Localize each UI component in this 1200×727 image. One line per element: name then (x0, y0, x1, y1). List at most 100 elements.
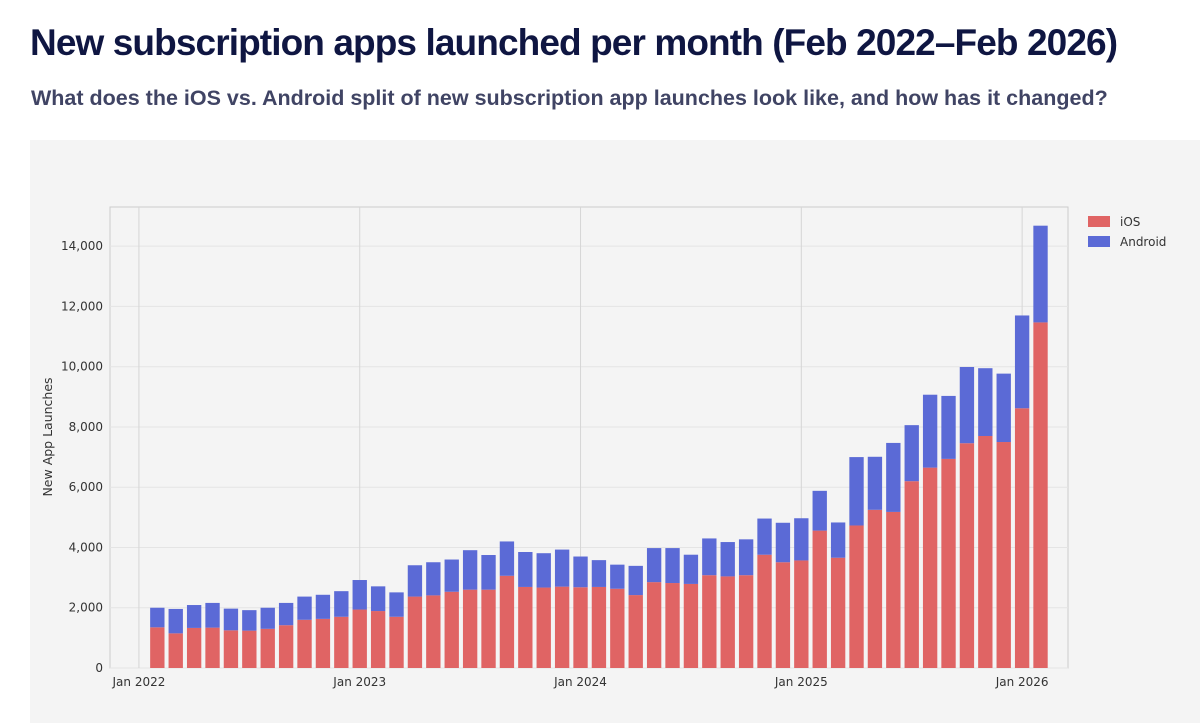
bar-ios (352, 609, 367, 668)
bar-android (978, 368, 993, 436)
y-tick-label: 8,000 (69, 420, 103, 434)
stacked-bar-chart: 02,0004,0006,0008,00010,00012,00014,000 … (40, 206, 1166, 689)
bar-ios (610, 588, 625, 668)
y-tick-label: 0 (95, 661, 103, 675)
bar-ios (260, 628, 275, 668)
bar-android (904, 425, 919, 482)
bar-ios (775, 562, 791, 668)
bar-ios (481, 589, 496, 668)
bar-ios (591, 586, 607, 668)
bar-android (260, 607, 275, 629)
bar-android (352, 580, 367, 610)
bar-android (830, 522, 846, 558)
x-tick-label: Jan 2025 (774, 675, 828, 689)
y-tick-label: 12,000 (61, 299, 103, 313)
bar-ios (150, 627, 165, 668)
bar-ios (683, 583, 699, 668)
bar-ios (849, 525, 864, 668)
bar-android (849, 457, 864, 526)
legend-swatch-android (1088, 236, 1110, 247)
bar-ios (794, 560, 809, 668)
bar-ios (867, 509, 883, 668)
bar-android (499, 541, 515, 576)
bar-android (389, 592, 404, 617)
x-tick-label: Jan 2022 (112, 675, 166, 689)
bar-android (683, 554, 699, 584)
bar-android (941, 395, 956, 459)
bar-android (334, 591, 349, 617)
bar-ios (168, 633, 183, 668)
bar-android (610, 564, 625, 589)
legend-label-ios: iOS (1120, 215, 1140, 229)
bar-ios (1014, 408, 1030, 668)
bar-android (223, 608, 239, 631)
bar-ios (444, 591, 459, 668)
bar-android (554, 549, 570, 587)
bar-android (628, 565, 643, 596)
chart-panel: 0 2,000 4,000 6,000 8,000 10,000 12,000 14,000 … (30, 140, 1200, 723)
y-tick-label: 2,000 (69, 601, 103, 615)
bar-android (812, 490, 827, 531)
bar-android (444, 559, 459, 592)
bar-android (867, 456, 883, 510)
bar-android (370, 586, 386, 612)
bar-ios (628, 595, 643, 668)
bar-android (186, 605, 202, 628)
bar-android (720, 542, 735, 577)
y-tick-label: 6,000 (69, 480, 103, 494)
bar-ios (462, 589, 478, 668)
bar-android (573, 556, 588, 588)
bar-ios (702, 575, 717, 668)
bar-android (242, 610, 257, 631)
bar-android (996, 373, 1011, 443)
bar-ios (646, 582, 662, 668)
bar-android (168, 608, 183, 634)
y-axis-label: New App Launches (40, 377, 55, 496)
y-axis-ticks: 0 2,000 4,000 6,000 8,000 10,000 12,000 14,000 (61, 239, 103, 675)
bar-ios (738, 575, 754, 668)
bar-android (886, 442, 901, 512)
bar-android (518, 551, 533, 587)
bar-android (646, 548, 662, 583)
bar-android (775, 522, 791, 563)
bar-ios (996, 442, 1011, 668)
bar-android (702, 538, 717, 576)
y-tick-label: 4,000 (69, 540, 103, 554)
bar-ios (720, 576, 735, 668)
bar-ios (554, 586, 570, 668)
bar-android (738, 539, 754, 576)
bar-android (922, 394, 938, 468)
bar-android (591, 560, 607, 587)
bar-android (959, 366, 975, 444)
x-axis-ticks: Jan 2022 Jan 2023 Jan 2024 Jan 2025 Jan 2026 (112, 675, 1049, 689)
x-tick-label: Jan 2023 (332, 675, 386, 689)
bar-ios (315, 618, 331, 668)
bar-ios (978, 435, 993, 668)
bar-ios (573, 587, 588, 668)
bar-ios (1033, 322, 1048, 668)
chart-subtitle: What does the iOS vs. Android split of n… (31, 86, 1108, 110)
legend: iOS Android (1088, 215, 1166, 249)
bar-ios (223, 630, 239, 668)
y-tick-label: 14,000 (61, 239, 103, 253)
bar-ios (536, 587, 551, 668)
legend-label-android: Android (1120, 235, 1166, 249)
bar-android (426, 562, 441, 596)
bar-android (407, 565, 423, 597)
bar-ios (830, 557, 846, 668)
y-tick-label: 10,000 (61, 360, 103, 374)
bar-android (536, 553, 551, 588)
bar-ios (959, 443, 975, 668)
bars (150, 225, 1048, 668)
chart-title: New subscription apps launched per month… (30, 22, 1118, 63)
bar-android (1014, 315, 1030, 409)
bar-ios (242, 630, 257, 668)
bar-ios (518, 586, 533, 668)
x-tick-label: Jan 2026 (995, 675, 1049, 689)
bar-android (205, 602, 220, 628)
bar-ios (334, 616, 349, 668)
legend-swatch-ios (1088, 216, 1110, 227)
bar-ios (205, 627, 220, 668)
bar-android (794, 518, 809, 561)
bar-android (462, 550, 478, 590)
